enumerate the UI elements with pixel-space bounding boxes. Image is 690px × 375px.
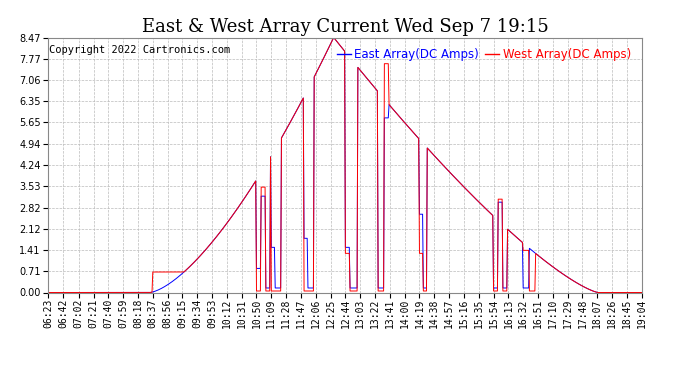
Title: East & West Array Current Wed Sep 7 19:15: East & West Array Current Wed Sep 7 19:1… (141, 18, 549, 36)
Legend: East Array(DC Amps), West Array(DC Amps): East Array(DC Amps), West Array(DC Amps) (332, 44, 635, 66)
Text: Copyright 2022 Cartronics.com: Copyright 2022 Cartronics.com (50, 45, 230, 55)
